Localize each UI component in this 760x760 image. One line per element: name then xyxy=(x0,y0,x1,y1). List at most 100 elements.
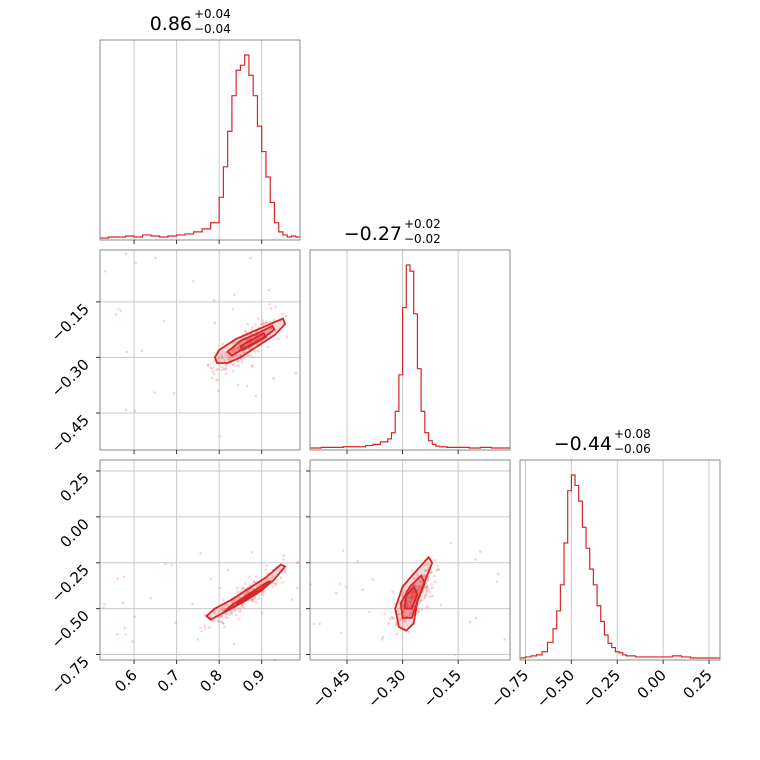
sample-point xyxy=(318,622,321,626)
sample-point xyxy=(230,355,233,359)
sample-point xyxy=(256,317,260,320)
param-2-median: −0.27 xyxy=(344,223,402,245)
sample-point xyxy=(140,349,144,353)
x-tick-label: −0.75 xyxy=(487,666,532,711)
sample-point xyxy=(242,592,246,596)
sample-point xyxy=(391,616,395,620)
sample-point xyxy=(206,363,210,367)
sample-point xyxy=(229,356,232,359)
sample-point xyxy=(237,360,240,364)
sample-point xyxy=(170,563,173,566)
sample-point xyxy=(240,589,244,592)
sample-point xyxy=(296,561,299,564)
sample-point xyxy=(273,318,276,322)
sample-point xyxy=(249,256,252,260)
sample-point xyxy=(216,378,219,382)
sample-point xyxy=(417,610,420,614)
sample-point xyxy=(249,341,253,344)
sample-point xyxy=(224,615,228,619)
sample-point xyxy=(478,550,482,553)
sample-point xyxy=(212,299,216,302)
sample-point xyxy=(125,350,128,354)
sample-point xyxy=(153,391,156,394)
x-tick-label: −0.45 xyxy=(309,666,354,711)
sample-point xyxy=(420,607,424,611)
y-tick-label: −0.50 xyxy=(48,607,93,652)
grid-layer xyxy=(100,40,710,660)
sample-point xyxy=(266,345,270,349)
sample-point xyxy=(391,590,394,593)
sample-point xyxy=(114,313,117,316)
sample-point xyxy=(263,578,267,582)
sample-point xyxy=(239,608,242,612)
sample-point xyxy=(256,349,260,353)
sample-point xyxy=(410,590,414,593)
x-tick-label: 0.8 xyxy=(196,666,226,696)
y-tick-label: −0.15 xyxy=(48,300,93,345)
sample-point xyxy=(417,586,420,589)
sample-point xyxy=(227,613,231,617)
sample-point xyxy=(427,575,430,578)
sample-point xyxy=(236,590,240,594)
sample-point xyxy=(257,597,260,600)
sample-point xyxy=(495,580,499,584)
sample-point xyxy=(402,619,406,623)
sample-point xyxy=(411,595,414,598)
y-tick-label: −0.30 xyxy=(48,356,93,401)
sample-point xyxy=(383,612,386,616)
sample-point xyxy=(174,621,178,624)
sample-point xyxy=(474,616,478,619)
sample-point xyxy=(312,622,316,625)
sample-point xyxy=(224,363,228,367)
sample-point xyxy=(397,613,400,616)
sample-point xyxy=(220,615,224,618)
sample-point xyxy=(232,341,235,345)
sample-point xyxy=(435,569,438,572)
param-3-minus: −0.06 xyxy=(614,442,651,456)
sample-point xyxy=(257,583,261,586)
sample-point xyxy=(413,594,416,598)
sample-point xyxy=(468,620,471,624)
sample-point xyxy=(234,613,238,617)
sample-point xyxy=(279,576,283,580)
sample-point xyxy=(231,369,235,373)
sample-point xyxy=(238,354,242,357)
sample-point xyxy=(247,348,251,351)
sample-point xyxy=(102,606,105,610)
sample-point xyxy=(251,600,255,603)
sample-point xyxy=(230,349,234,353)
sample-point xyxy=(233,599,237,603)
sample-point xyxy=(240,605,243,609)
sample-point xyxy=(235,354,239,357)
x-tick-label: −0.30 xyxy=(364,666,409,711)
sample-point xyxy=(242,606,246,609)
sample-point xyxy=(415,572,419,576)
sample-point xyxy=(222,598,225,602)
sample-point xyxy=(121,601,125,604)
sample-point xyxy=(261,322,265,325)
sample-point xyxy=(250,598,253,602)
sample-point xyxy=(380,638,384,641)
sample-point xyxy=(433,580,437,584)
sample-point xyxy=(430,586,434,590)
sample-point xyxy=(408,596,412,599)
sample-point xyxy=(285,335,289,339)
sample-point xyxy=(423,594,427,597)
y-tick-label: −0.25 xyxy=(48,561,93,606)
sample-point xyxy=(426,578,430,581)
sample-point xyxy=(424,569,427,572)
sample-point xyxy=(230,601,234,604)
sample-point xyxy=(416,574,419,578)
sample-point xyxy=(247,354,250,357)
sample-point xyxy=(262,593,265,597)
sample-point xyxy=(262,589,266,593)
sample-point xyxy=(419,580,423,583)
sample-point xyxy=(250,597,254,601)
sample-point xyxy=(429,571,432,574)
contour-level-1 xyxy=(205,563,287,621)
sample-point xyxy=(117,307,120,311)
sample-point xyxy=(238,617,241,621)
sample-point xyxy=(428,590,431,594)
sample-point xyxy=(210,376,214,380)
sample-point xyxy=(218,435,221,438)
